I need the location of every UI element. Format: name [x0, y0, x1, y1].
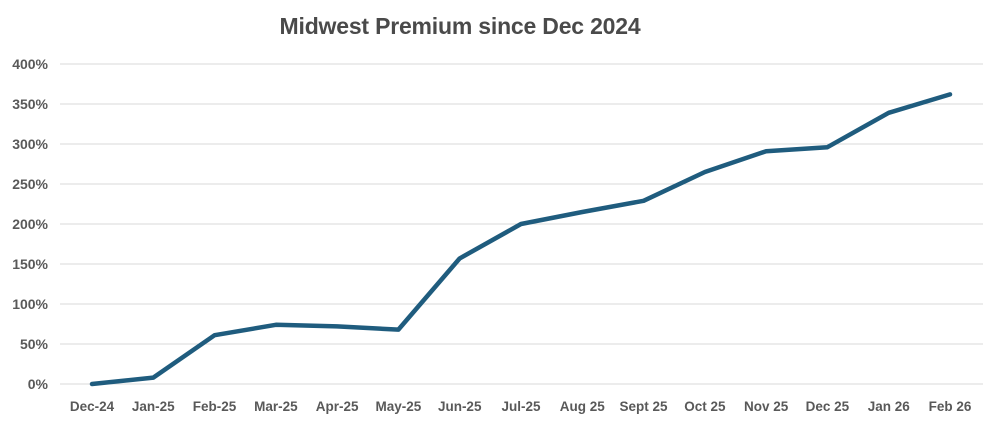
x-tick-label: Jan 26: [867, 399, 910, 414]
x-tick-label: Jan-25: [131, 399, 175, 414]
y-tick-label: 350%: [12, 96, 48, 112]
x-tick-label: Apr-25: [315, 399, 359, 414]
y-tick-label: 200%: [12, 216, 48, 232]
x-tick-label: Dec 25: [805, 399, 850, 414]
x-tick-label: Mar-25: [254, 399, 298, 414]
y-tick-label: 100%: [12, 296, 48, 312]
y-tick-label: 250%: [12, 176, 48, 192]
y-tick-label: 300%: [12, 136, 48, 152]
x-tick-label: Sept 25: [619, 399, 668, 414]
y-tick-label: 0%: [27, 376, 48, 392]
y-tick-label: 400%: [12, 56, 48, 72]
x-tick-label: Jun-25: [437, 399, 482, 414]
x-tick-label: Jul-25: [501, 399, 541, 414]
chart-title: Midwest Premium since Dec 2024: [279, 13, 641, 39]
x-tick-label: Feb 26: [928, 399, 972, 414]
data-line-midwest-premium: [89, 92, 953, 387]
x-tick-label: Nov 25: [744, 399, 789, 414]
x-tick-label: Aug 25: [559, 399, 605, 414]
x-tick-label: Dec-24: [69, 399, 115, 414]
x-tick-label: May-25: [375, 399, 422, 414]
x-tick-label: Feb-25: [192, 399, 237, 414]
x-tick-label: Oct 25: [684, 399, 726, 414]
y-tick-label: 50%: [19, 336, 48, 352]
y-tick-label: 150%: [12, 256, 48, 272]
